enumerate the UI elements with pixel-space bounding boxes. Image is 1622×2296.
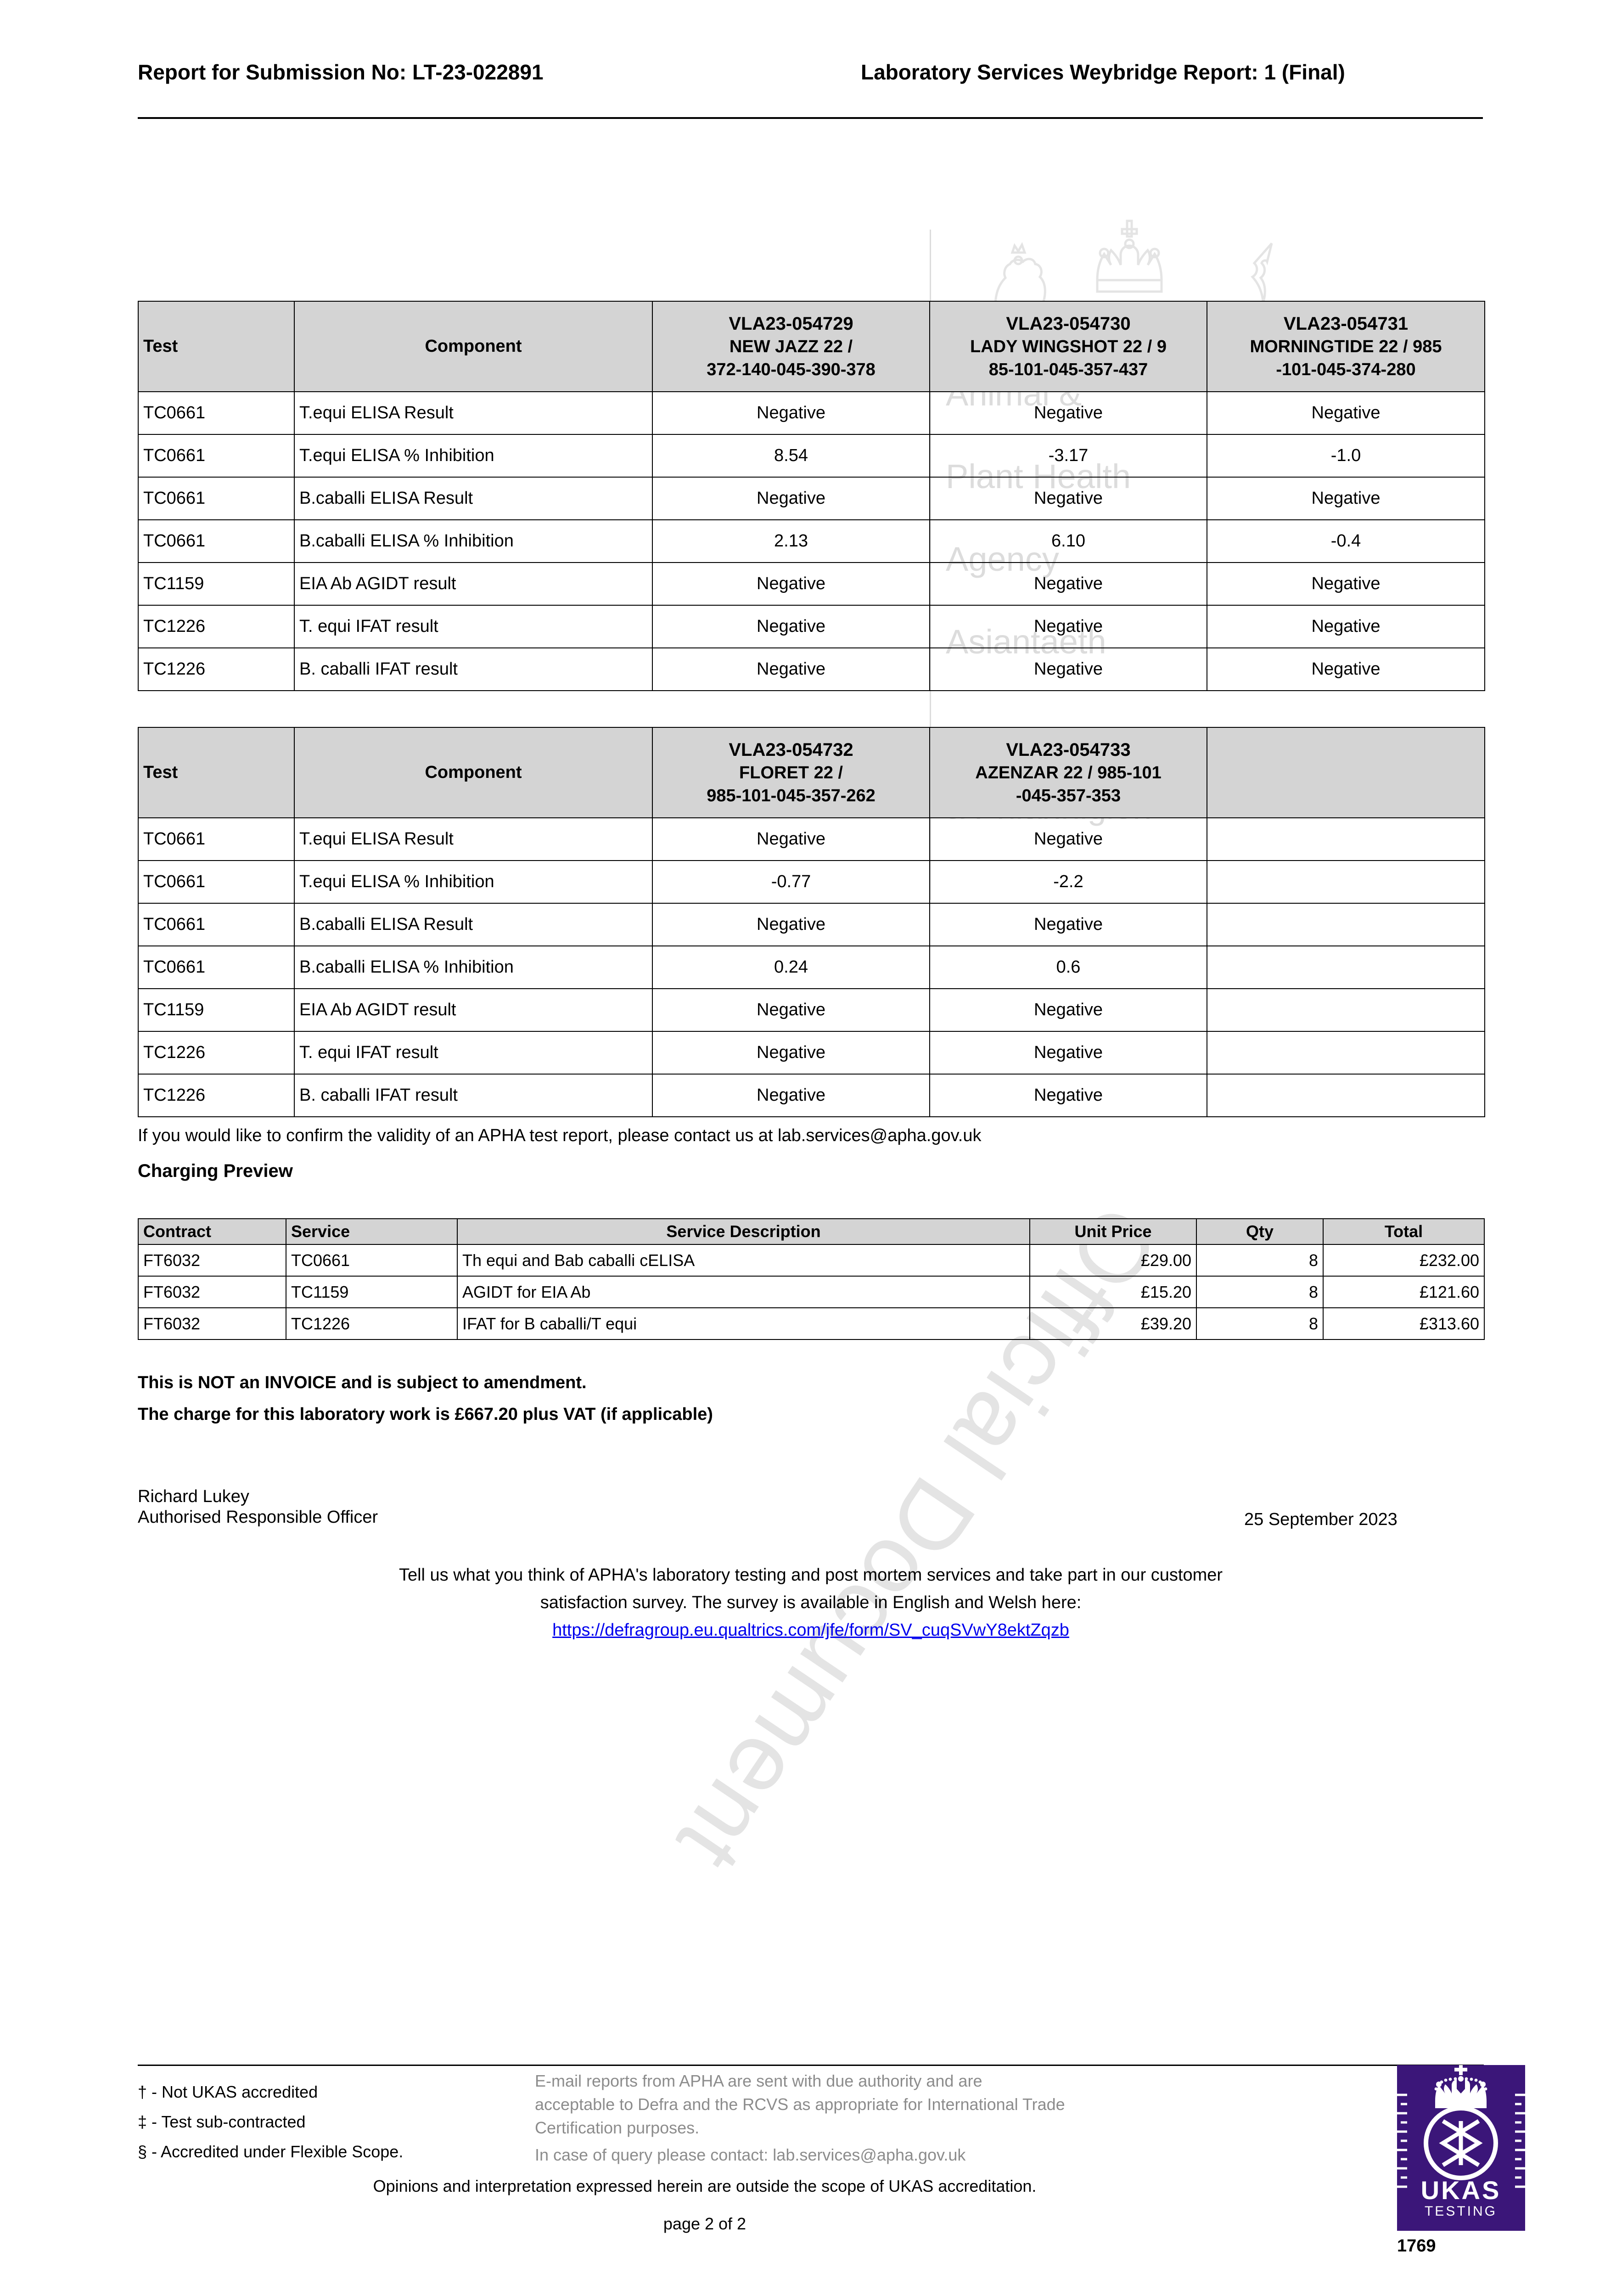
svg-text:UKAS: UKAS [1421, 2176, 1501, 2205]
svg-text:TESTING: TESTING [1425, 2204, 1497, 2219]
